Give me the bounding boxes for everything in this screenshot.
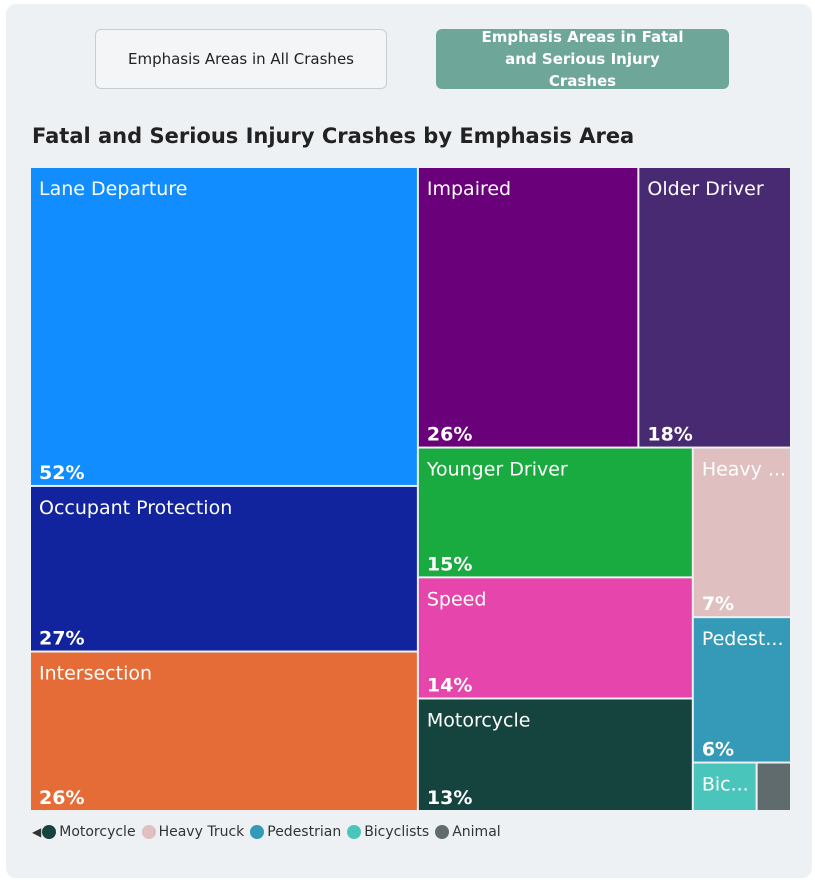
tile xyxy=(693,448,790,617)
tile-label: Younger Driver xyxy=(426,459,568,481)
tile xyxy=(31,486,417,651)
tile xyxy=(31,168,417,485)
value-label: 6% xyxy=(702,739,734,761)
tile-label: Impaired xyxy=(427,178,511,200)
tile-label: Intersection xyxy=(39,663,152,685)
tile xyxy=(418,448,692,577)
tile-label: Heavy ... xyxy=(702,459,786,481)
value-label: 26% xyxy=(39,787,84,809)
tile-label: Older Driver xyxy=(647,178,763,200)
legend-scroll-arrow[interactable]: ◀ xyxy=(32,825,42,839)
tile-label: Occupant Protection xyxy=(39,497,232,519)
legend-label: Pedestrian xyxy=(267,824,342,840)
button[interactable]: Emphasis Areas in All Crashes xyxy=(95,29,387,89)
value-label: 13% xyxy=(427,787,472,809)
legend-swatch xyxy=(141,825,156,839)
value-label: 52% xyxy=(39,462,84,484)
tile xyxy=(693,763,756,810)
value-label: 18% xyxy=(647,424,692,446)
legend-item[interactable]: Pedestrian xyxy=(250,824,341,840)
tile-label: Speed xyxy=(427,588,487,610)
tile-label: Motorcycle xyxy=(427,710,531,732)
tile-label: Bic... xyxy=(702,774,749,796)
chart-title: Fatal and Serious Injury Crashes by Emph… xyxy=(32,124,635,148)
legend-item[interactable]: Animal xyxy=(435,824,501,840)
legend-label: Animal xyxy=(452,824,501,840)
tile xyxy=(757,763,790,810)
tile xyxy=(693,618,790,762)
value-label: 7% xyxy=(702,593,734,615)
tile xyxy=(418,168,638,447)
tile xyxy=(418,699,692,810)
tile xyxy=(418,578,692,698)
button[interactable]: Emphasis Areas in Fatal and Serious Inju… xyxy=(436,28,729,90)
legend: ◀ Motorcycle Heavy Truck Pedestrian Bicyclis… xyxy=(32,824,507,840)
legend-swatch xyxy=(347,825,362,839)
value-label: 14% xyxy=(427,675,472,697)
legend-label: Bicyclists xyxy=(364,824,430,840)
tile xyxy=(31,652,417,810)
tile xyxy=(639,168,790,447)
legend-item[interactable]: Heavy Truck xyxy=(141,824,245,840)
value-label: 27% xyxy=(39,628,84,650)
value-label: 26% xyxy=(427,424,472,446)
legend-label: Heavy Truck xyxy=(158,824,245,840)
legend-swatch xyxy=(250,825,265,839)
tile-label: Lane Departure xyxy=(39,178,187,200)
legend-label: Motorcycle xyxy=(59,824,136,840)
legend-swatch xyxy=(435,825,450,839)
legend-swatch xyxy=(42,825,57,839)
value-label: 15% xyxy=(427,553,472,575)
legend-item[interactable]: Bicyclists xyxy=(347,824,429,840)
tile-label: Pedest... xyxy=(702,628,784,650)
legend-item[interactable]: Motorcycle xyxy=(42,824,136,840)
